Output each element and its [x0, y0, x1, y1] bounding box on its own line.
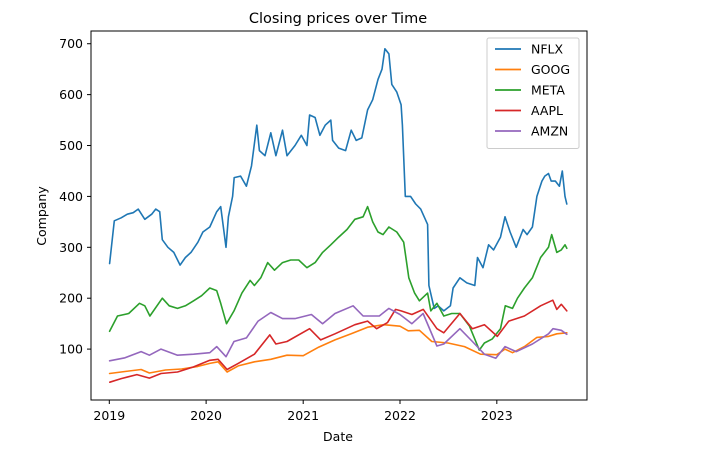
y-tick-label: 700: [59, 36, 83, 51]
y-axis-label: Company: [34, 186, 49, 246]
y-tick-label: 500: [59, 138, 83, 153]
x-tick-label: 2022: [384, 408, 416, 423]
y-tick-label: 100: [59, 342, 83, 357]
y-tick-label: 300: [59, 240, 83, 255]
y-axis: 100 200 300 400 500 600 700: [59, 36, 91, 357]
series-line-meta: [108, 205, 568, 351]
x-tick-label: 2023: [481, 408, 513, 423]
x-axis-label: Date: [323, 429, 353, 444]
series-line-nflx: [108, 48, 568, 312]
plot-area-frame: [90, 30, 588, 401]
series-line-amzn: [108, 305, 568, 362]
legend: NFLX GOOG META AAPL AMZN: [486, 37, 580, 149]
chart-title: Closing prices over Time: [249, 11, 427, 27]
series-line-aapl: [109, 299, 568, 383]
x-axis: 2019 2020 2021 2022 2023: [93, 400, 513, 423]
y-tick-label: 400: [59, 189, 83, 204]
y-tick-label: 200: [59, 291, 83, 306]
x-tick-label: 2021: [287, 408, 319, 423]
y-tick-label: 600: [59, 87, 83, 102]
legend-label-goog: GOOG: [531, 62, 570, 77]
legend-label-meta: META: [531, 83, 565, 98]
x-tick-label: 2019: [93, 408, 125, 423]
legend-label-aapl: AAPL: [531, 103, 563, 118]
x-tick-label: 2020: [190, 408, 222, 423]
legend-label-nflx: NFLX: [531, 42, 564, 57]
series-layer: [108, 48, 568, 383]
legend-label-amzn: AMZN: [531, 124, 568, 139]
legend-frame: [486, 37, 580, 149]
